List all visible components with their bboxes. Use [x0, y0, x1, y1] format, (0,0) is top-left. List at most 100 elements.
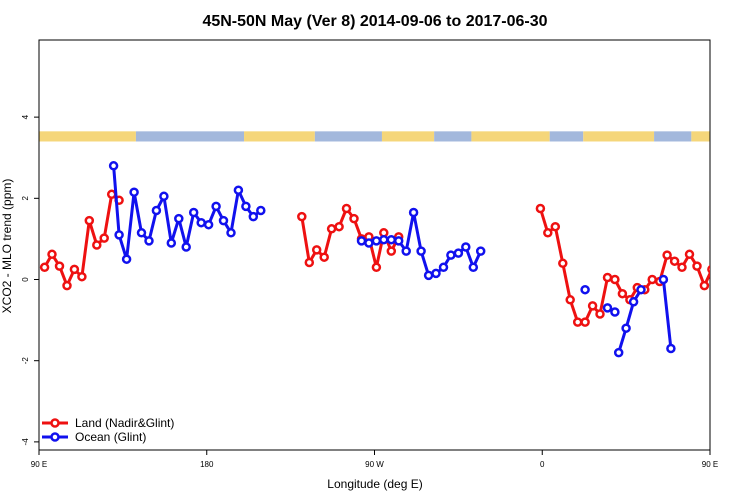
legend-entry-ocean: Ocean (Glint) — [42, 430, 146, 444]
data-point — [349, 213, 359, 224]
data-point — [226, 228, 236, 238]
data-point — [319, 252, 329, 262]
data-point — [431, 268, 441, 279]
data-point — [311, 245, 322, 255]
data-point — [602, 303, 613, 313]
y-tick-label: 0 — [21, 277, 30, 282]
data-point — [364, 238, 374, 248]
data-point — [580, 284, 590, 295]
y-tick-label: 2 — [21, 196, 30, 201]
data-point — [565, 295, 575, 305]
data-point — [77, 271, 87, 282]
y-axis-label: XCO2 - MLO trend (ppm) — [0, 179, 14, 314]
data-point — [468, 262, 479, 273]
data-point — [602, 272, 613, 283]
data-point — [241, 201, 251, 212]
data-point — [166, 238, 177, 248]
data-point — [461, 242, 471, 252]
data-point — [297, 211, 307, 222]
data-point — [401, 246, 411, 256]
data-point — [716, 273, 723, 280]
data-point — [658, 274, 669, 285]
data-point — [416, 246, 426, 256]
data-point — [707, 265, 710, 274]
x-tick-label: 90 E — [702, 460, 718, 469]
data-point — [617, 288, 628, 299]
data-point — [114, 230, 124, 240]
data-point — [738, 235, 745, 242]
data-point — [666, 343, 676, 354]
data-point — [475, 246, 486, 256]
data-point — [621, 323, 631, 333]
data-point — [446, 250, 456, 260]
x-tick-label: 90 E — [31, 460, 47, 469]
data-point — [587, 301, 598, 311]
data-point — [610, 274, 620, 285]
x-tick-label: 180 — [200, 460, 214, 469]
data-point — [408, 207, 419, 218]
legend: Land (Nadir&Glint)Ocean (Glint) — [42, 416, 174, 444]
legend-label: Ocean (Glint) — [75, 430, 146, 444]
x-tick-label: 0 — [540, 460, 545, 469]
data-point — [233, 185, 244, 195]
data-point — [636, 284, 646, 295]
data-point — [203, 219, 214, 230]
data-point — [423, 270, 434, 281]
data-point — [334, 221, 344, 232]
data-point — [106, 189, 117, 200]
data-point — [341, 203, 352, 214]
series-line — [661, 279, 673, 349]
data-point — [386, 246, 397, 256]
data-point — [69, 264, 80, 275]
y-tick-label: 4 — [21, 114, 30, 119]
legend-label: Land (Nadir&Glint) — [75, 416, 174, 430]
data-point — [99, 233, 109, 243]
data-point — [121, 254, 132, 264]
ocean-band-segment — [654, 131, 692, 142]
x-tick-label: 90 W — [365, 460, 384, 469]
surface-type-band — [39, 131, 710, 142]
chart-title: 45N-50N May (Ver 8) 2014-09-06 to 2017-0… — [202, 13, 547, 30]
data-point — [550, 221, 561, 232]
data-point — [174, 213, 184, 224]
data-point — [662, 250, 672, 260]
data-point — [196, 217, 206, 228]
y-tick-label: -2 — [21, 357, 30, 365]
data-point — [256, 205, 266, 216]
data-point — [558, 258, 568, 269]
data-point — [371, 262, 382, 273]
data-point — [136, 228, 147, 238]
data-point — [723, 217, 730, 224]
land-band-segment — [471, 131, 550, 142]
data-point — [84, 215, 95, 226]
data-point — [731, 242, 738, 249]
data-point — [746, 191, 750, 198]
data-point — [453, 248, 464, 258]
land-band-segment — [244, 131, 315, 142]
legend-marker — [50, 432, 60, 442]
data-point — [684, 249, 695, 260]
land-band-segment — [583, 131, 655, 142]
axes: 90 E 180 90 W 0 90 E -4 -2 0 2 4 — [21, 114, 718, 469]
series-line — [617, 288, 643, 354]
data-point — [62, 280, 72, 291]
data-point — [677, 262, 687, 273]
data-point — [535, 203, 546, 214]
series-ocean — [108, 161, 676, 358]
data-point — [543, 228, 553, 238]
data-point — [595, 309, 605, 319]
data-point — [159, 191, 169, 202]
data-point — [393, 236, 404, 246]
series-layer — [39, 161, 750, 358]
land-band-segment — [691, 131, 710, 142]
data-point — [628, 297, 639, 307]
data-point — [129, 187, 139, 197]
data-point — [181, 242, 191, 252]
data-point — [669, 256, 680, 266]
data-point — [326, 224, 337, 234]
ocean-band-segment — [135, 131, 245, 142]
legend-entry-land: Land (Nadir&Glint) — [42, 416, 174, 430]
data-point — [108, 161, 119, 171]
data-point — [610, 307, 620, 317]
series-land — [39, 189, 750, 327]
